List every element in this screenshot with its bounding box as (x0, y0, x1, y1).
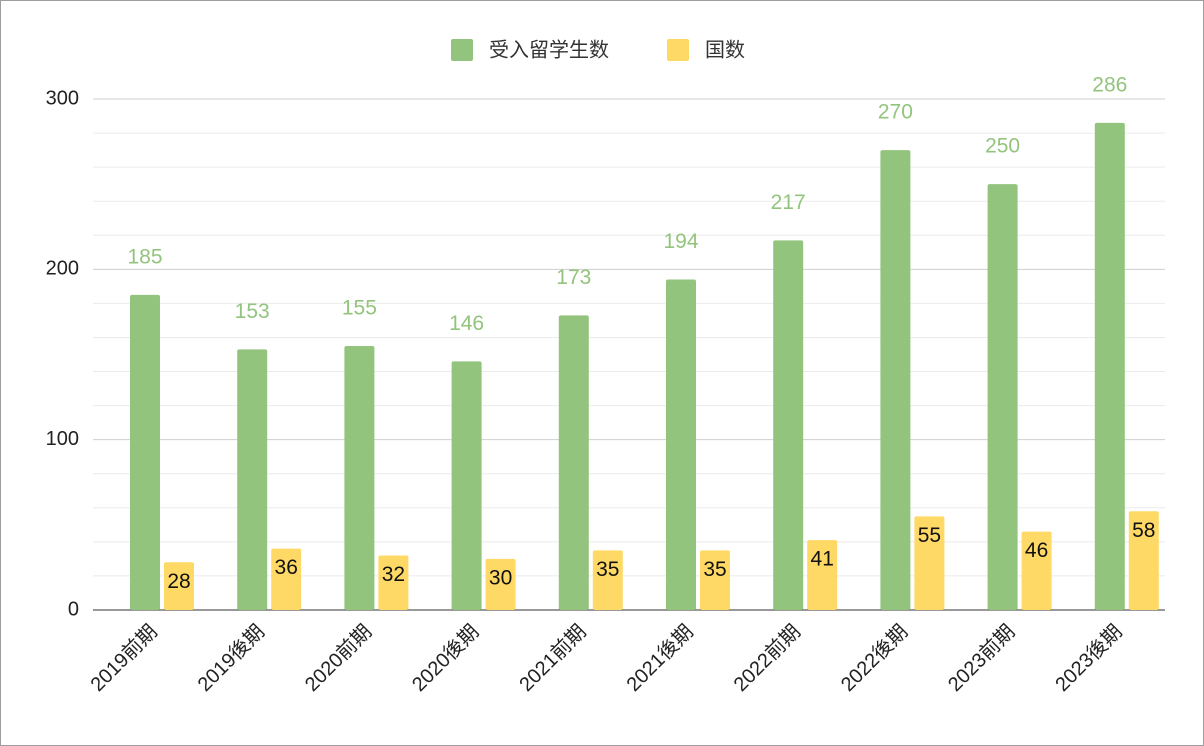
data-label: 155 (342, 297, 377, 320)
data-label: 194 (663, 230, 698, 253)
data-label: 55 (918, 524, 941, 547)
x-tick-label: 2023前期 (943, 620, 1019, 696)
bar (1021, 531, 1052, 610)
x-tick-label: 2021後期 (622, 620, 698, 696)
x-tick-label: 2020後期 (407, 620, 483, 696)
bar (237, 349, 268, 610)
bar (558, 315, 589, 610)
legend-swatch (667, 39, 689, 61)
bar (807, 540, 838, 610)
bar (880, 150, 911, 610)
bar (1128, 511, 1159, 610)
bar (666, 279, 696, 610)
legend-label: 受入留学生数 (489, 38, 609, 61)
data-label: 153 (235, 300, 270, 323)
bar (700, 550, 730, 610)
x-tick-label: 2022前期 (729, 620, 805, 696)
data-label: 30 (489, 566, 512, 589)
x-tick-label: 2022後期 (836, 620, 912, 696)
bar (164, 562, 194, 610)
data-label: 250 (985, 135, 1020, 158)
data-label: 217 (771, 191, 806, 214)
bar (451, 361, 482, 610)
legend-swatch (451, 39, 473, 61)
bar (378, 555, 409, 610)
bar (987, 184, 1018, 610)
y-tick-label: 0 (68, 598, 79, 620)
y-tick-label: 100 (46, 428, 79, 450)
data-label: 173 (556, 266, 591, 289)
data-label: 286 (1092, 73, 1127, 96)
data-label: 41 (811, 548, 834, 571)
bar (914, 516, 945, 610)
data-label: 58 (1132, 519, 1155, 542)
bar (130, 294, 160, 610)
data-label: 36 (275, 556, 298, 579)
bar (592, 550, 623, 610)
bar (271, 548, 302, 610)
x-tick-label: 2023後期 (1051, 620, 1127, 696)
y-tick-label: 200 (46, 258, 79, 280)
data-label: 28 (167, 570, 190, 593)
x-tick-label: 2021前期 (515, 620, 591, 696)
data-label: 32 (382, 563, 405, 586)
y-tick-label: 300 (46, 87, 79, 109)
x-tick-label: 2019前期 (86, 620, 162, 696)
data-label: 185 (127, 245, 162, 268)
data-label: 35 (596, 558, 619, 581)
data-label: 46 (1025, 539, 1048, 562)
bar (1094, 122, 1125, 610)
data-label: 35 (703, 558, 726, 581)
legend-label: 国数 (705, 38, 745, 61)
data-label: 146 (449, 312, 484, 335)
bar (485, 558, 516, 610)
bar (344, 345, 375, 610)
data-label: 270 (878, 101, 913, 124)
bar (773, 240, 804, 611)
x-tick-label: 2020前期 (300, 620, 376, 696)
x-tick-label: 2019後期 (193, 620, 269, 696)
